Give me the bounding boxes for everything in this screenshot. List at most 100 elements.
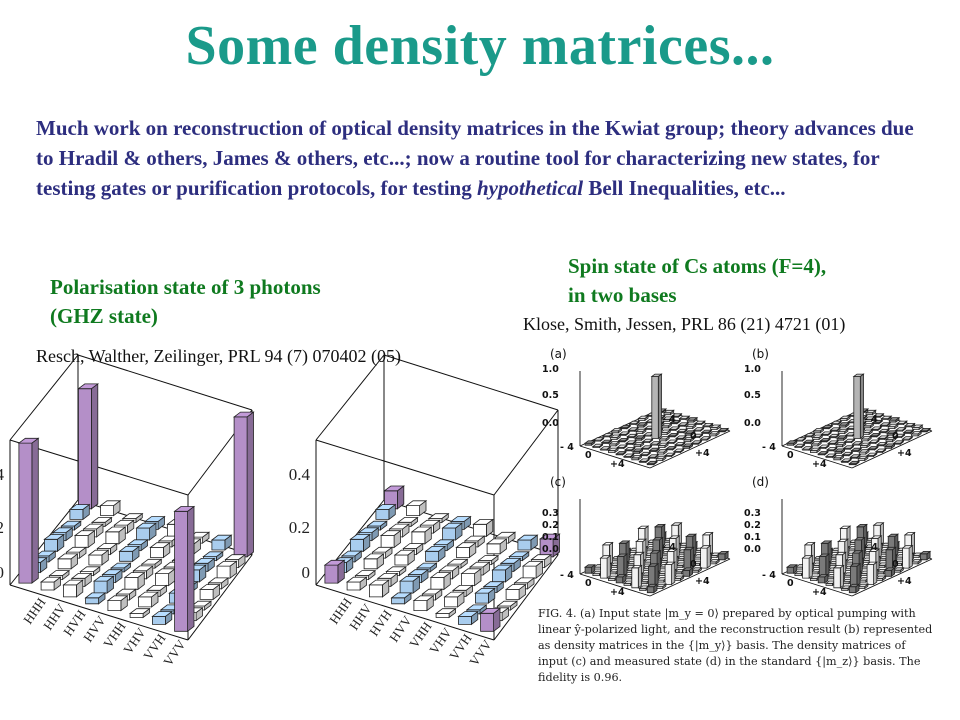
bar-top	[862, 423, 875, 427]
bar-top	[455, 542, 478, 548]
bar-top	[427, 513, 450, 519]
bar-top	[463, 535, 486, 542]
bar-top	[624, 440, 638, 444]
bar-top	[793, 443, 806, 447]
bar-top	[637, 525, 650, 529]
bar-top	[368, 579, 391, 586]
bar-top	[690, 567, 703, 571]
z-tick-label: 0.5	[744, 390, 761, 401]
bar-top	[835, 435, 849, 439]
bar-front	[149, 547, 164, 558]
cs-floor-edge	[579, 573, 651, 597]
bar-front	[363, 558, 378, 570]
axis-tick-label: +4	[695, 448, 710, 459]
bar-top	[632, 441, 645, 446]
bar-top	[820, 540, 833, 544]
right-caption-line1: Spin state of Cs atoms (F=4),	[568, 254, 827, 278]
bar-top	[415, 562, 438, 569]
bar-top	[601, 542, 614, 546]
bar-front	[369, 584, 383, 598]
bar-front	[211, 539, 226, 551]
bar-top	[647, 454, 660, 458]
bar-top	[690, 440, 703, 444]
bar-top	[530, 554, 553, 560]
cs-floor-edge	[579, 445, 651, 469]
bar-top	[895, 420, 909, 424]
bar-top	[821, 424, 834, 429]
bar-top	[843, 438, 856, 442]
bar-top	[616, 553, 629, 557]
bar-side	[654, 563, 659, 587]
bar-top	[496, 600, 519, 607]
bar-top	[614, 451, 628, 455]
bar-top	[472, 519, 495, 525]
bar-top	[383, 485, 406, 492]
bar-top	[79, 566, 102, 573]
z-tick-label: 0.0	[744, 544, 761, 555]
bar-top	[441, 522, 464, 529]
bar-top	[429, 572, 452, 578]
bar-top	[903, 532, 916, 536]
bar-top	[801, 446, 814, 450]
bar-front	[119, 550, 134, 562]
bar-top	[672, 575, 685, 579]
bar-top	[661, 416, 674, 420]
bar-front	[63, 584, 77, 598]
cs-floor-edge	[781, 573, 853, 597]
bar-top	[123, 572, 146, 578]
bar-top	[434, 608, 457, 614]
bar-top	[591, 443, 604, 447]
axis-tick-label: +4	[695, 576, 710, 587]
bar-top	[113, 519, 136, 526]
bar-top	[407, 569, 430, 575]
bar-top	[683, 430, 697, 434]
bar-side	[187, 505, 195, 633]
bar-top	[538, 533, 561, 540]
left-reference: Resch, Walther, Zeilinger, PRL 94 (7) 07…	[36, 346, 402, 366]
bar-front	[100, 505, 114, 516]
bar-top	[601, 433, 614, 437]
bar-top	[670, 522, 683, 526]
bar-top	[60, 520, 83, 527]
bar-top	[449, 516, 472, 522]
axis-tick-label: 0	[585, 450, 592, 461]
bar-top	[684, 533, 698, 537]
bar-front	[802, 557, 810, 579]
bar-front	[480, 612, 495, 632]
cs-floor-edge	[579, 408, 661, 447]
bar-top	[398, 575, 421, 582]
bar-top	[634, 428, 648, 432]
panel-label: (c)	[550, 475, 566, 489]
bar-front	[631, 567, 639, 589]
bar-top	[477, 555, 500, 561]
bar-top	[849, 563, 862, 567]
axis-tick-label: 0	[787, 578, 794, 589]
bar-top	[839, 525, 852, 529]
bar-top	[666, 439, 679, 443]
bar-front	[853, 376, 861, 439]
bar-top	[649, 550, 662, 554]
bar-top	[600, 439, 613, 443]
bar-top	[145, 584, 168, 591]
bar-front	[517, 539, 532, 551]
bar-top	[17, 437, 40, 444]
z-tick-label: 0.2	[542, 520, 559, 531]
bar-top	[668, 426, 681, 430]
bar-top	[96, 543, 119, 549]
bar-top	[864, 409, 877, 414]
bar-top	[638, 458, 651, 462]
z-tick-label: 0.4	[0, 465, 5, 484]
bar-front	[651, 376, 659, 439]
bar-top	[662, 409, 675, 414]
bar-top	[516, 534, 539, 541]
bar-front	[430, 576, 445, 590]
intro-text-end: Bell Inequalities, etc...	[583, 176, 786, 200]
axis-tick-label: 0	[892, 559, 899, 570]
bar-top	[73, 530, 96, 536]
bar-front	[817, 576, 826, 584]
cube-edge	[493, 409, 559, 496]
bar-top	[405, 500, 428, 506]
bar-front	[216, 565, 231, 579]
bar-top	[390, 592, 413, 599]
bar-front	[472, 523, 487, 537]
